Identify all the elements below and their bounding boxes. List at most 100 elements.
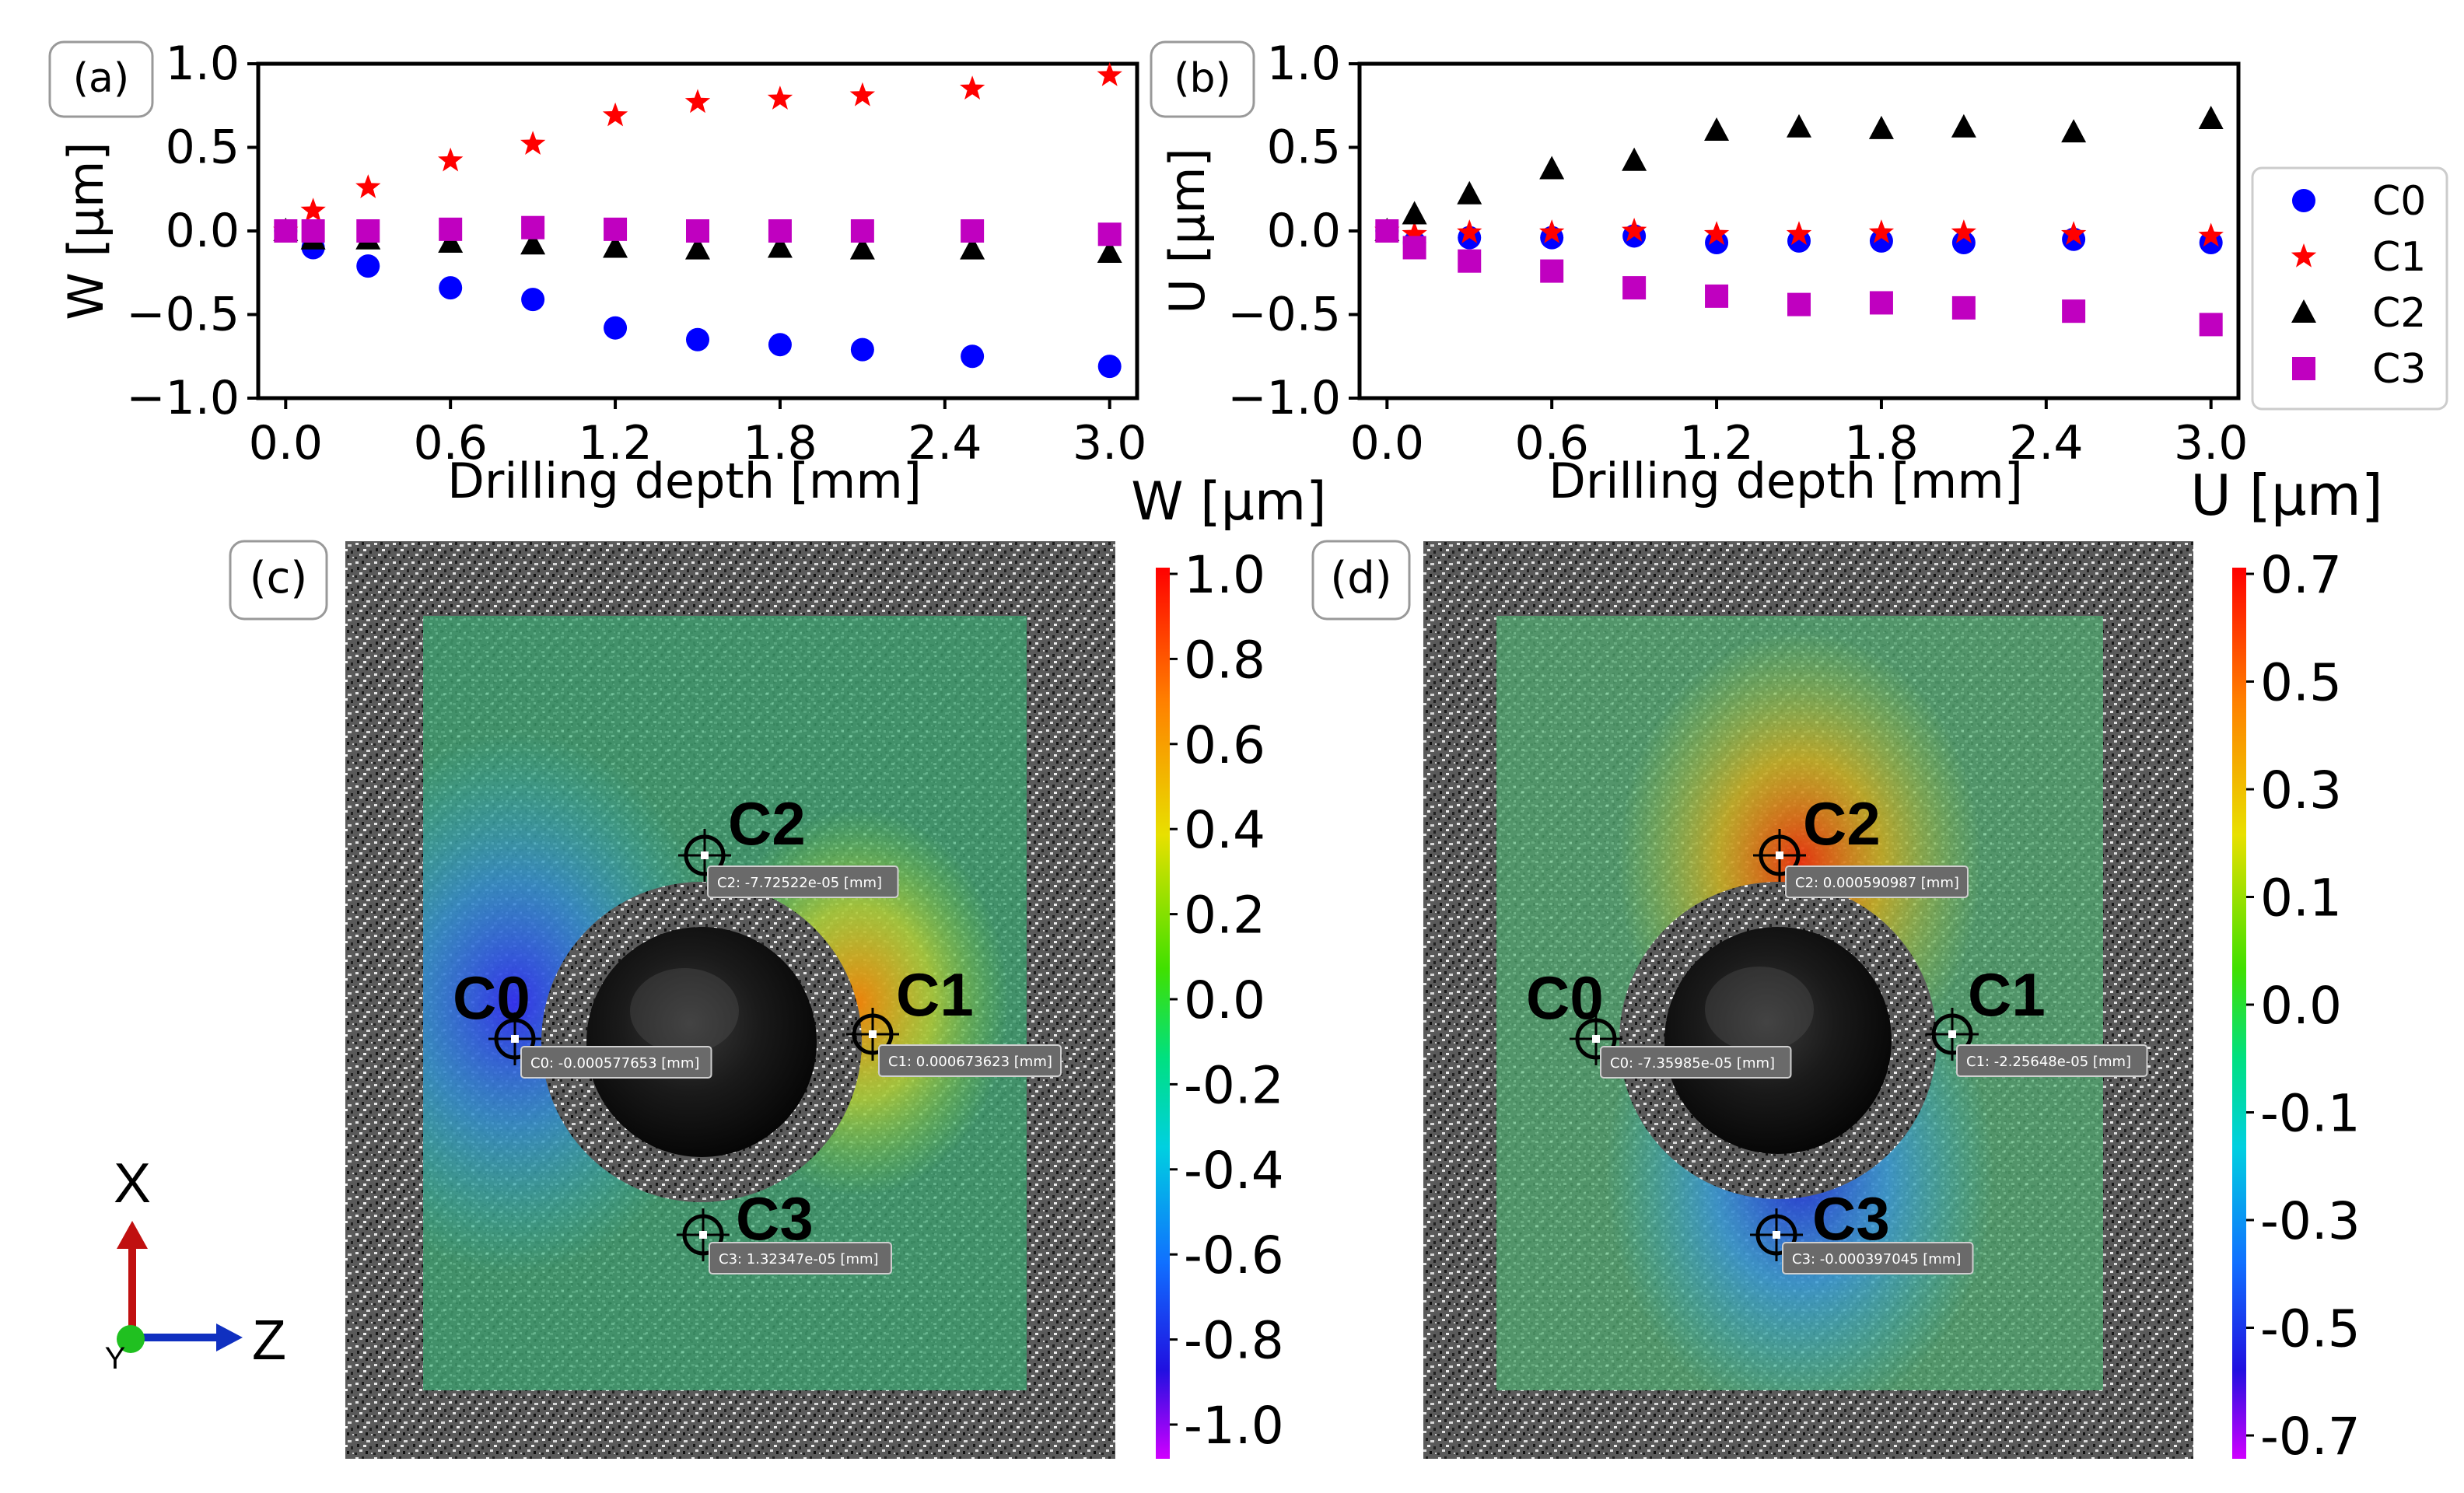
point-c3 xyxy=(686,219,709,243)
ytick-label: 0.5 xyxy=(166,121,240,175)
point-label-c3: C3 xyxy=(736,1184,814,1253)
point-c0 xyxy=(850,337,874,362)
panel-b-label-box xyxy=(1150,40,1255,118)
value-tag-c2: C2: -7.72522e-05 [mm] xyxy=(717,875,882,891)
panel-c: (c) C2 C2: -7.72522e-05 [mm] C0 C0: -0.0005… xyxy=(229,471,1327,1459)
panel-a-yticks: −1.0 −0.5 0.0 0.5 1.0 xyxy=(126,37,258,425)
value-tag-box xyxy=(1600,1046,1792,1079)
colorbar-tick-label: 0.0 xyxy=(1184,970,1265,1030)
panel-d-colorbar-title: U [μm] xyxy=(2190,463,2383,528)
xtick-label: 3.0 xyxy=(2174,416,2248,470)
panel-c-label: (c) xyxy=(250,553,307,603)
point-c0 xyxy=(356,254,380,278)
colorbar-tick-label: 0.8 xyxy=(1184,630,1265,690)
point-label-c1: C1 xyxy=(1968,960,2046,1029)
value-tag-box xyxy=(1785,865,1969,898)
point-c2 xyxy=(1868,115,1894,139)
point-label-c0: C0 xyxy=(1526,963,1604,1032)
point-label-c2: C2 xyxy=(728,789,806,858)
panel-b-ylabel: U [μm] xyxy=(1159,148,1216,313)
panel-d-label: (d) xyxy=(1330,553,1391,603)
point-c1 xyxy=(767,86,793,110)
legend-label-c3: C3 xyxy=(2372,346,2426,393)
panel-a-label: (a) xyxy=(73,55,129,102)
ytick-label: −1.0 xyxy=(1227,371,1341,425)
value-tag-box xyxy=(1956,1044,2148,1077)
legend-marker-c1 xyxy=(2291,243,2317,267)
xtick-label: 3.0 xyxy=(1073,416,1146,470)
point-c0 xyxy=(604,316,628,340)
panel-c-colorbar-title: W [μm] xyxy=(1131,471,1326,533)
colorbar-tick-label: 0.5 xyxy=(2260,653,2342,713)
point-c2 xyxy=(1402,201,1427,225)
point-label-c2: C2 xyxy=(1803,789,1881,858)
panel-b-xticks: 0.0 0.6 1.2 1.8 2.4 3.0 xyxy=(1350,398,2248,470)
panel-d: (d) C2 C2: 0.000590987 [mm] C0 C0: -7.35985… xyxy=(1311,463,2383,1467)
value-tag-box xyxy=(1782,1242,1974,1274)
value-tag-box xyxy=(520,1046,712,1079)
point-c1 xyxy=(1703,221,1730,246)
point-c1 xyxy=(684,89,711,114)
point-c0 xyxy=(439,276,463,300)
xtick-label: 1.8 xyxy=(743,416,817,470)
point-c2 xyxy=(849,236,875,260)
point-c1 xyxy=(1097,62,1122,86)
legend-marker-c3 xyxy=(2292,357,2315,380)
colorbar-tick-label: -0.2 xyxy=(1184,1055,1284,1115)
panel-d-hole xyxy=(1664,927,1892,1154)
point-c3 xyxy=(1540,259,1564,283)
legend-marker-c0 xyxy=(2292,189,2315,212)
value-tag-c0: C0: -7.35985e-05 [mm] xyxy=(1610,1055,1775,1072)
ytick-label: 1.0 xyxy=(1267,37,1341,91)
point-c3 xyxy=(961,219,985,243)
panel-a-label-box xyxy=(48,40,154,118)
xtick-label: 0.6 xyxy=(413,416,487,470)
point-c3 xyxy=(2062,299,2086,323)
point-c0 xyxy=(961,344,985,369)
legend-items: C0 C1 C2 C3 xyxy=(2291,178,2426,393)
value-tag-box xyxy=(709,1242,892,1274)
ytick-label: 0.0 xyxy=(166,204,240,258)
point-label-c1: C1 xyxy=(896,960,974,1029)
point-c3 xyxy=(768,219,792,243)
colorbar-tick-label: -0.1 xyxy=(2260,1084,2361,1144)
ytick-label: 1.0 xyxy=(166,37,240,91)
panel-a-ylabel: W [μm] xyxy=(58,142,114,320)
panel-d-label-box xyxy=(1311,540,1411,621)
panel-c-label-box xyxy=(229,540,328,621)
axis-triad: X Z Y xyxy=(105,1152,286,1376)
panel-b-label: (b) xyxy=(1174,55,1231,102)
value-tag-c0: C0: -0.000577653 [mm] xyxy=(530,1055,699,1072)
colorbar-tick-label: 0.1 xyxy=(2260,869,2342,928)
panel-b-yticks: −1.0 −0.5 0.0 0.5 1.0 xyxy=(1227,37,1360,425)
point-c3 xyxy=(1402,236,1426,260)
xtick-label: 2.4 xyxy=(2009,416,2083,470)
point-c3 xyxy=(356,219,380,243)
point-c1 xyxy=(1951,219,1976,243)
point-c2 xyxy=(1457,180,1482,205)
point-c0 xyxy=(521,288,545,312)
panel-b-xlabel: Drilling depth [mm] xyxy=(1549,453,2023,509)
point-c0 xyxy=(768,333,792,357)
ytick-label: −1.0 xyxy=(126,371,240,425)
panel-b-marks xyxy=(1374,105,2224,337)
panel-d-points: C2 C2: 0.000590987 [mm] C0 C0: -7.35985e-05… xyxy=(1526,789,2148,1274)
xtick-label: 0.6 xyxy=(1514,416,1588,470)
colorbar-tick-label: -0.8 xyxy=(1184,1311,1284,1371)
colorbar-tick-label: -0.7 xyxy=(2260,1407,2361,1467)
panel-a-xticks: 0.0 0.6 1.2 1.8 2.4 3.0 xyxy=(249,398,1146,470)
point-c2 xyxy=(1539,156,1565,180)
colorbar-tick-label: 0.6 xyxy=(1184,715,1265,775)
xtick-label: 0.0 xyxy=(1350,416,1424,470)
point-c2 xyxy=(1097,239,1122,263)
panel-a-xlabel: Drilling depth [mm] xyxy=(447,453,922,509)
panel-c-points: C2 C2: -7.72522e-05 [mm] C0 C0: -0.00057765… xyxy=(453,789,1062,1274)
point-c3 xyxy=(1622,276,1647,300)
point-c1 xyxy=(960,75,985,100)
point-c3 xyxy=(439,217,463,241)
point-c3 xyxy=(1787,292,1811,316)
point-c3 xyxy=(1869,291,1893,315)
panel-c-hole xyxy=(586,927,817,1157)
point-c1 xyxy=(1786,221,1812,246)
